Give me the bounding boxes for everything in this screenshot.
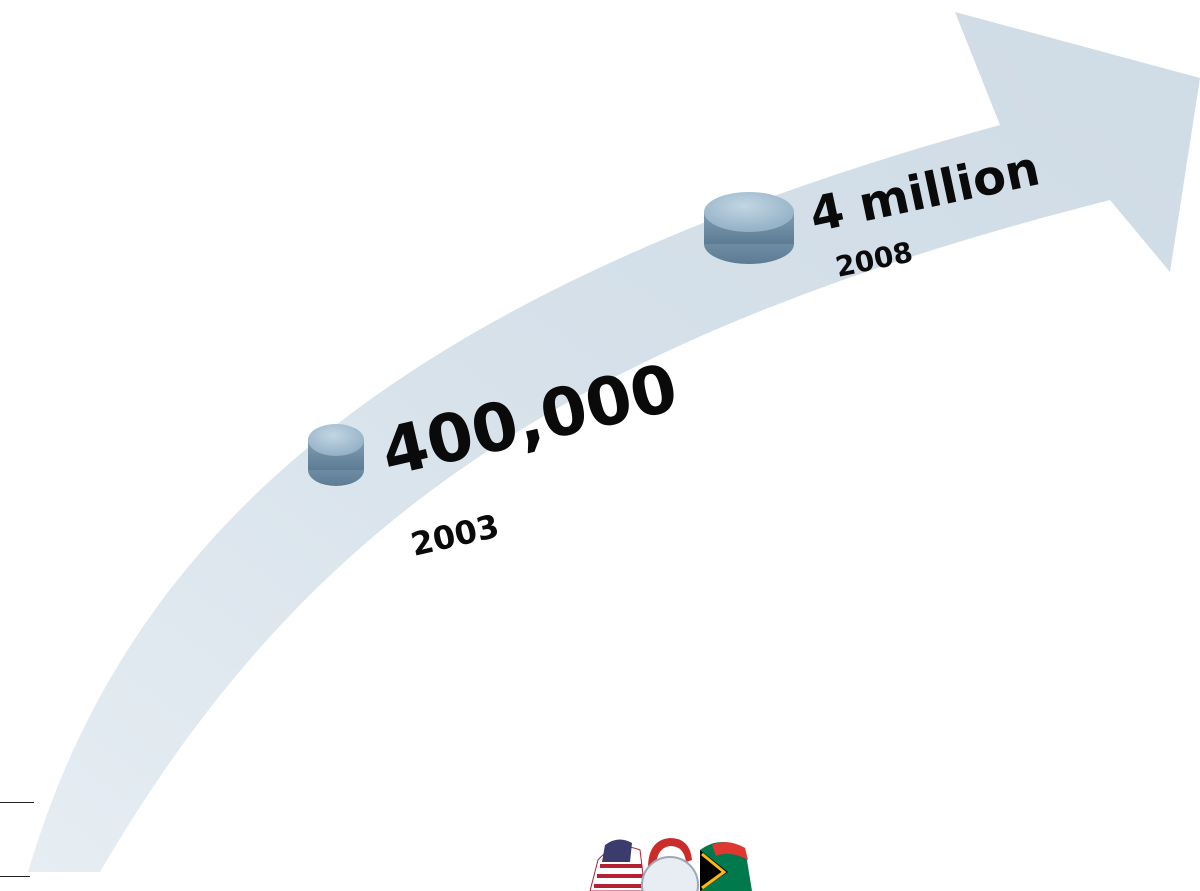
pill-marker-icon (704, 192, 794, 264)
south-africa-flag-icon (700, 841, 752, 891)
united-states-flag-icon (589, 839, 646, 891)
milestone-year: 2003 (407, 507, 502, 564)
growth-arrow-icon (28, 12, 1200, 872)
divider-line (0, 876, 30, 877)
ribbon-loop-icon (648, 838, 692, 868)
seal-with-flags-icon (589, 838, 752, 891)
pill-marker-icon (308, 424, 364, 486)
globe-seal-icon (641, 856, 699, 891)
divider-line (0, 802, 34, 803)
